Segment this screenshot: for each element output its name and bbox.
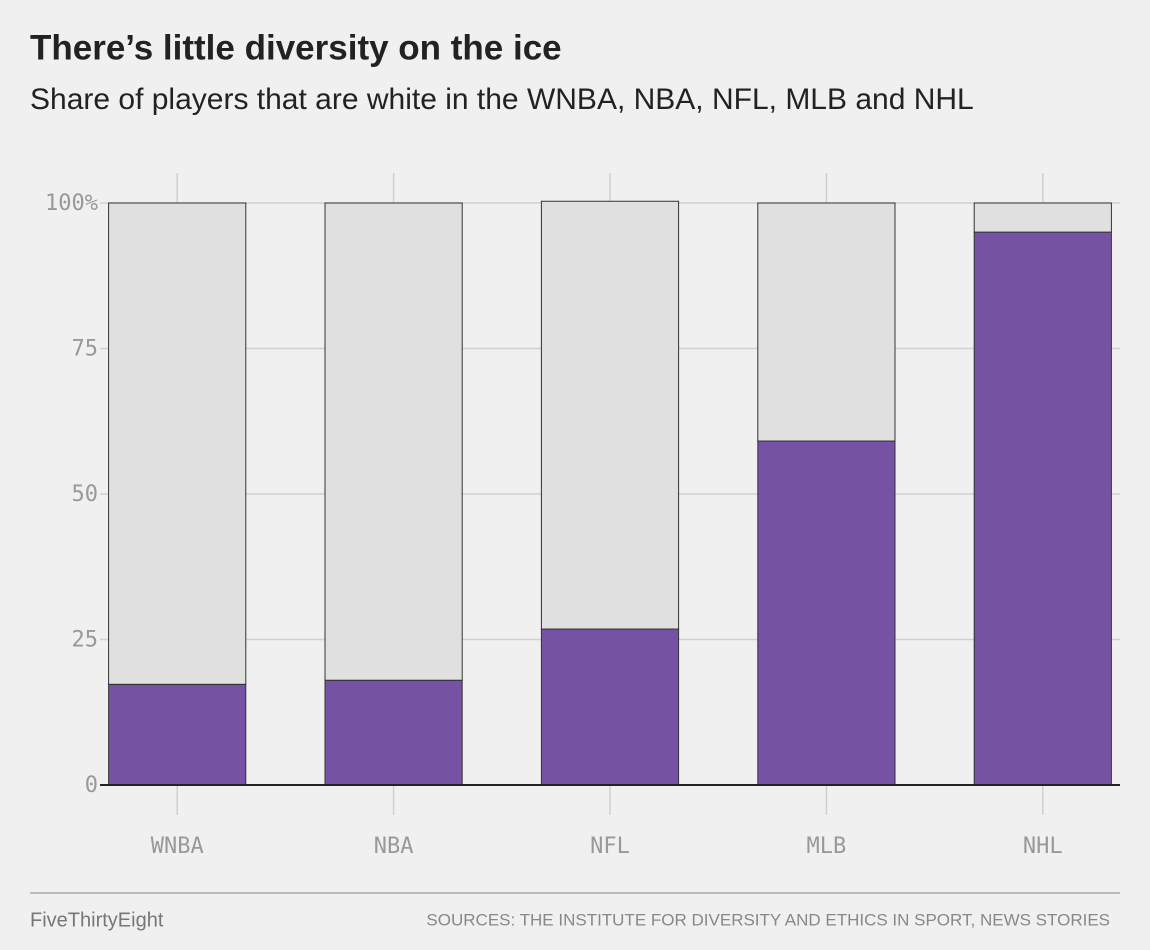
- bar-segment: [540, 628, 680, 786]
- bar-segment: [757, 202, 896, 442]
- y-tick-label: 25: [72, 628, 99, 653]
- y-tick-label: 75: [72, 337, 99, 362]
- bar-segment: [324, 679, 463, 786]
- credit: FiveThirtyEight: [30, 909, 164, 931]
- bar-segment: [540, 200, 680, 630]
- bar-segment: [108, 202, 247, 685]
- bar-segment: [757, 440, 896, 786]
- x-tick-label: MLB: [807, 834, 847, 859]
- chart-subtitle: Share of players that are white in the W…: [30, 83, 974, 116]
- chart-title: There’s little diversity on the ice: [30, 28, 562, 67]
- bar-segment: [324, 202, 463, 681]
- x-tick-label: NBA: [374, 834, 414, 859]
- source: SOURCES: THE INSTITUTE FOR DIVERSITY AND…: [426, 910, 1110, 929]
- x-tick-label: NFL: [590, 834, 630, 859]
- bar-segment: [973, 202, 1112, 233]
- y-tick-label: 50: [72, 482, 99, 507]
- x-tick-label: WNBA: [151, 834, 204, 859]
- x-tick-label: NHL: [1023, 834, 1063, 859]
- y-tick-label: 100%: [45, 191, 98, 216]
- bar-segment: [973, 231, 1112, 786]
- bar-segment: [108, 683, 247, 786]
- y-tick-label: 0: [85, 773, 98, 798]
